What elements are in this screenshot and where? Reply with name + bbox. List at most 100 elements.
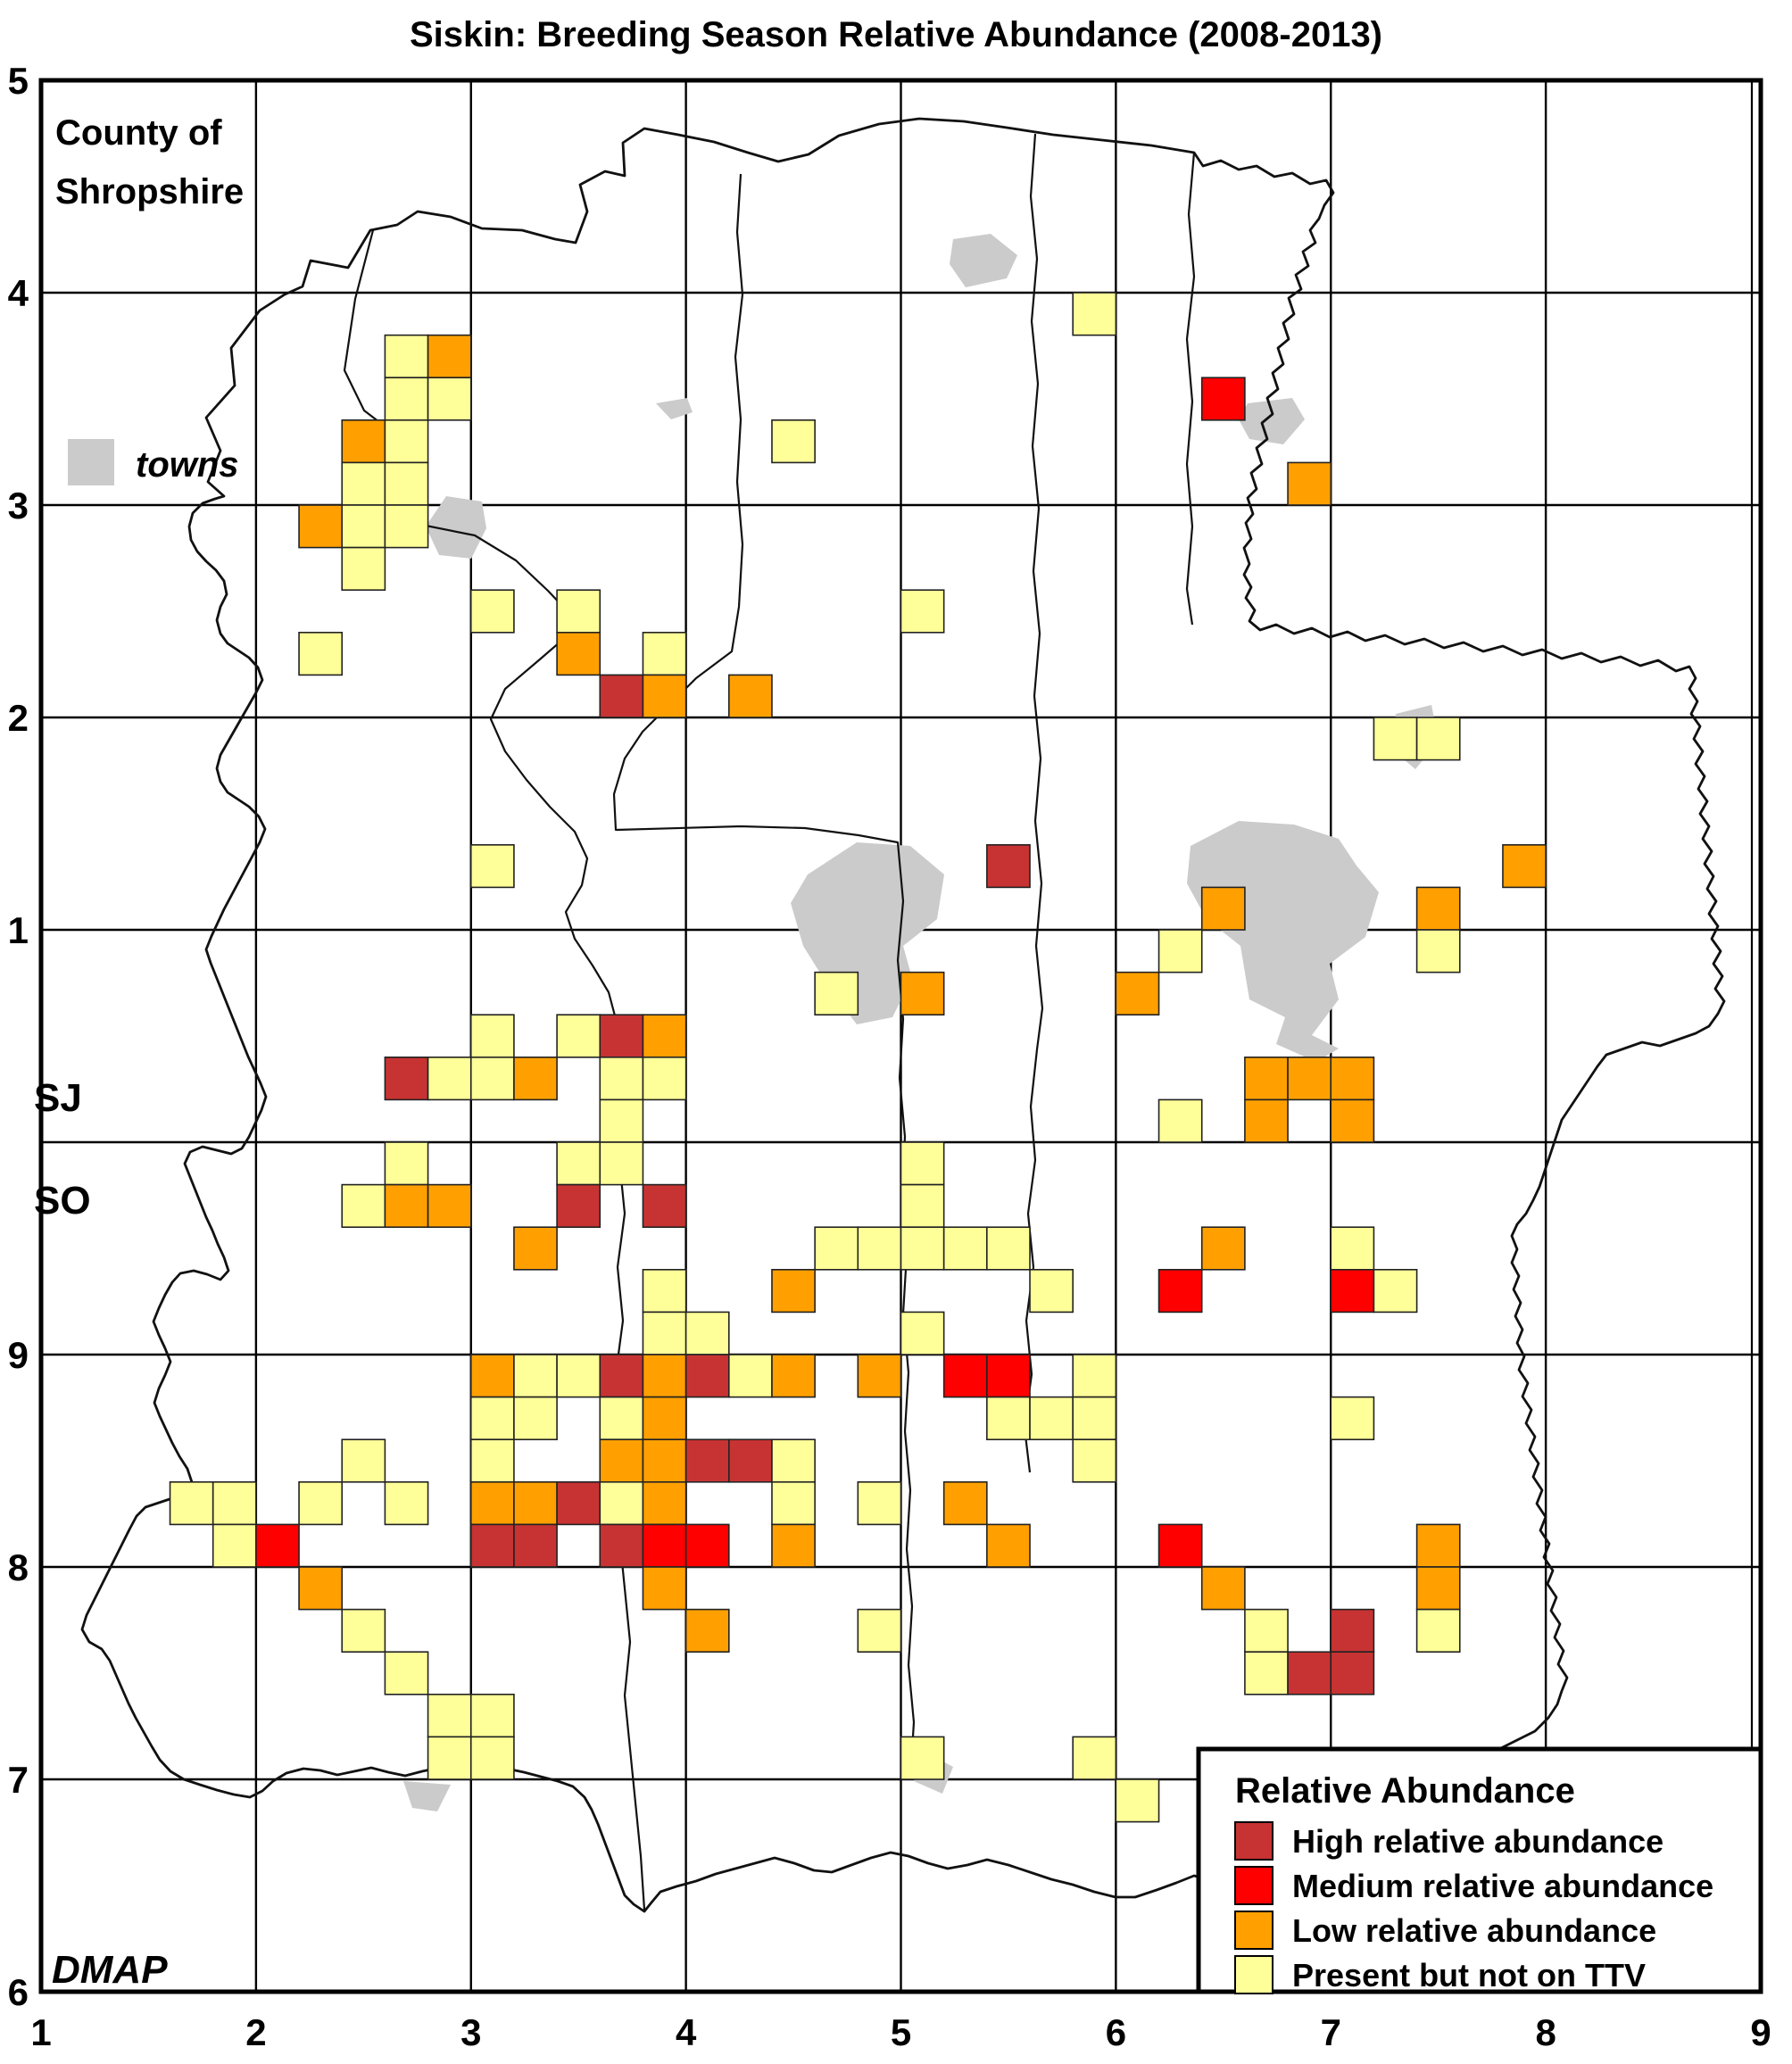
tetrad-square-present: [469, 843, 515, 889]
tetrad-square-present: [942, 1226, 988, 1271]
tetrad-square-present: [212, 1481, 257, 1526]
tetrad-square-low: [642, 1481, 687, 1526]
tetrad-square-low: [384, 1183, 429, 1228]
tetrad-square-low: [1330, 1057, 1375, 1101]
tetrad-square-present: [1330, 1226, 1375, 1271]
tetrad-square-low: [427, 334, 472, 379]
tetrad-square-present: [469, 1396, 515, 1440]
tetrad-square-present: [1029, 1396, 1074, 1440]
axis-labels-layer: 1 2 3 4 5 6 7 8 9 5 4 3 2 1 9 8 7 6: [8, 60, 1771, 2053]
towns-label: towns: [136, 445, 239, 485]
tetrad-square-present: [169, 1481, 214, 1526]
towns-swatch: [68, 439, 114, 485]
tetrad-square-low: [1287, 1057, 1332, 1101]
tetrad-square-present: [298, 1481, 344, 1526]
tetrad-square-present: [427, 1736, 472, 1780]
tetrad-square-present: [1373, 717, 1418, 761]
district-boundary-line: [1185, 152, 1196, 626]
zone-label-sj: SJ: [34, 1076, 82, 1120]
tetrad-square-low: [1200, 1566, 1246, 1611]
tetrad-square-present: [384, 1141, 429, 1186]
tetrad-square-medium: [942, 1354, 988, 1398]
tetrad-square-low: [1287, 461, 1332, 506]
map-border: [38, 78, 1763, 1994]
tetrad-square-present: [642, 1057, 687, 1101]
tetrad-square-present: [1029, 1269, 1074, 1314]
tetrad-square-present: [599, 1141, 644, 1186]
tetrad-square-high: [556, 1481, 601, 1526]
tetrad-square-high: [1287, 1651, 1332, 1695]
tetrad-square-high: [684, 1354, 730, 1398]
tetrad-square-present: [384, 1651, 429, 1695]
tetrad-square-low: [298, 1566, 344, 1611]
tetrad-square-present: [1244, 1651, 1289, 1695]
tetrad-square-present: [1157, 1098, 1203, 1143]
tetrad-square-present: [1415, 717, 1461, 761]
tetrad-square-present: [642, 631, 687, 676]
tetrad-square-present: [1072, 1736, 1117, 1780]
tetrad-square-low: [298, 504, 344, 549]
tetrad-square-present: [1072, 1354, 1117, 1398]
tetrad-square-low: [942, 1481, 988, 1526]
tetrad-square-present: [900, 1141, 945, 1186]
tetrad-square-medium: [1200, 377, 1246, 421]
county-label-line2: Shropshire: [55, 172, 244, 211]
tetrad-square-present: [427, 377, 472, 421]
x-axis-label: 2: [245, 2011, 266, 2053]
tetrad-square-present: [1373, 1269, 1418, 1314]
y-axis-label: 3: [8, 485, 29, 526]
tetrad-square-high: [469, 1523, 515, 1568]
tetrad-square-present: [341, 1438, 386, 1483]
tetrad-square-present: [857, 1481, 902, 1526]
legend-swatch-high: [1234, 1821, 1273, 1861]
tetrad-square-low: [642, 1396, 687, 1440]
tetrad-square-present: [341, 504, 386, 549]
y-axis-label: 2: [8, 697, 29, 739]
tetrad-square-high: [599, 1523, 644, 1568]
tetrad-square-present: [986, 1396, 1031, 1440]
county-legend: County of Shropshire towns: [55, 113, 244, 485]
x-axis-label: 7: [1321, 2011, 1341, 2053]
tetrad-square-present: [556, 1354, 601, 1398]
tetrad-square-low: [727, 674, 773, 718]
tetrad-square-present: [814, 971, 859, 1015]
tetrad-square-high: [642, 1183, 687, 1228]
tetrad-square-high: [599, 1014, 644, 1058]
y-axis-label: 8: [8, 1546, 29, 1588]
abundance-legend-box: [1196, 1746, 1763, 1994]
tetrad-square-present: [556, 589, 601, 634]
tetrad-square-present: [341, 1183, 386, 1228]
legend-label-high: High relative abundance: [1292, 1823, 1663, 1860]
x-axis-label: 1: [30, 2011, 51, 2053]
tetrad-square-medium: [1157, 1269, 1203, 1314]
y-axis-label: 9: [8, 1334, 29, 1376]
tetrad-square-present: [771, 1481, 816, 1526]
tetrad-square-medium: [684, 1523, 730, 1568]
tetrad-square-present: [384, 1481, 429, 1526]
x-axis-label: 6: [1106, 2011, 1126, 2053]
tetrad-square-present: [599, 1481, 644, 1526]
map-title: Siskin: Breeding Season Relative Abundan…: [410, 15, 1382, 54]
tetrad-square-present: [599, 1057, 644, 1101]
tetrad-square-present: [599, 1098, 644, 1143]
tetrad-square-present: [986, 1226, 1031, 1271]
tetrad-square-present: [1244, 1608, 1289, 1653]
tetrad-square-present: [341, 546, 386, 591]
tetrad-square-low: [771, 1523, 816, 1568]
tetrad-square-present: [900, 1183, 945, 1228]
town-area: [1187, 821, 1379, 1062]
tetrad-square-present: [513, 1354, 558, 1398]
legend-swatch-medium: [1234, 1866, 1273, 1905]
tetrad-square-high: [599, 674, 644, 718]
town-area: [426, 496, 486, 559]
tetrad-square-low: [1244, 1057, 1289, 1101]
tetrad-square-present: [384, 461, 429, 506]
tetrad-square-present: [469, 1694, 515, 1738]
tetrad-square-high: [513, 1523, 558, 1568]
tetrad-square-low: [1415, 886, 1461, 931]
tetrad-square-present: [642, 1269, 687, 1314]
tetrad-square-present: [513, 1396, 558, 1440]
tetrad-square-present: [1072, 292, 1117, 336]
tetrad-square-low: [771, 1354, 816, 1398]
